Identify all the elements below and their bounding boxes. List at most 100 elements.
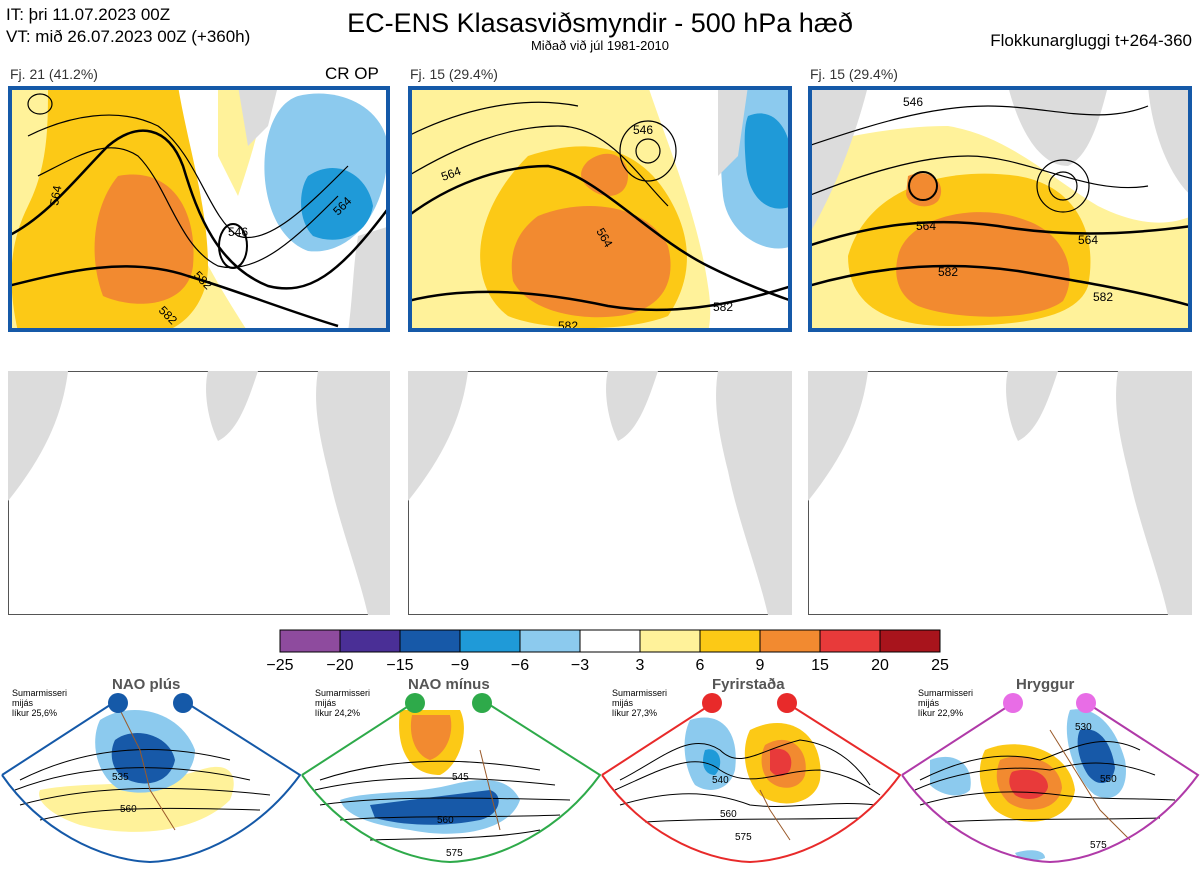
- panel-2-label: Fj. 15 (29.4%): [410, 66, 498, 82]
- regime-1-marker: [108, 693, 128, 713]
- regime-3-frame: [601, 704, 902, 864]
- regime-3-season: Sumarmisseri: [612, 688, 668, 698]
- regime-1-likelihood: líkur 25,6%: [12, 708, 58, 718]
- colorbar-segment: [699, 629, 761, 653]
- panel-1-contour-label: 564: [47, 184, 64, 206]
- page-title: EC-ENS Klasasviðsmyndir - 500 hPa hæð: [347, 8, 853, 38]
- regime-1-type: mijás: [12, 698, 34, 708]
- regime-3-contour-label: 560: [720, 809, 737, 820]
- greenland-land: [238, 86, 278, 146]
- colorbar-segment: [519, 629, 581, 653]
- colorbar-tick-label: 6: [696, 657, 705, 674]
- colorbar-segment: [879, 629, 941, 653]
- regime-map-ridge: 530 550 575: [901, 693, 1200, 864]
- selected-frame: [8, 86, 390, 332]
- regime-2-season: Sumarmisseri: [315, 688, 371, 698]
- regime-3-title: Fyrirstaða: [712, 676, 785, 693]
- panel-1-label: Fj. 21 (41.2%): [10, 66, 98, 82]
- panel-3-contour-label: 564: [916, 219, 936, 233]
- regime-3-info: Sumarmisseri mijás líkur 27,3%: [612, 688, 667, 718]
- panel-2-contour-label: 582: [713, 300, 733, 314]
- regime-2-marker: [472, 693, 492, 713]
- colorbar-tick-label: 25: [931, 657, 949, 674]
- regime-2-frame: [301, 704, 602, 864]
- regime-1-contour-label: 535: [112, 772, 129, 783]
- regime-4-season: Sumarmisseri: [918, 688, 974, 698]
- regime-4-marker: [1003, 693, 1023, 713]
- empty-map-1: [8, 371, 390, 615]
- empty-map-2: [408, 371, 792, 615]
- colorbar: −25 −20 −15 −9 −6 −3 3 6 9 15 20 25: [266, 629, 949, 674]
- colorbar-tick-label: 9: [756, 657, 765, 674]
- regime-4-contour-label: 575: [1090, 840, 1107, 851]
- regime-map-nao-plus: 535 560: [1, 693, 302, 864]
- greenland-land: [808, 86, 868, 236]
- regime-4-info: Sumarmisseri mijás líkur 22,9%: [918, 688, 973, 718]
- cluster-map-3: 546 564 564 582 582: [808, 86, 1192, 332]
- regime-map-nao-minus: 545 560 575: [301, 693, 602, 864]
- regime-1-info: Sumarmisseri mijás líkur 25,6%: [12, 688, 67, 718]
- header-info: IT: þri 11.07.2023 00Z VT: mið 26.07.202…: [6, 4, 250, 48]
- classification-window: Flokkunargluggi t+264-360: [990, 31, 1192, 50]
- panel-3-contour-label: 582: [1093, 290, 1113, 304]
- colorbar-segment: [279, 629, 341, 653]
- regime-4-marker: [1076, 693, 1096, 713]
- empty-map-3: [808, 371, 1192, 615]
- regime-1-title: NAO plús: [112, 676, 181, 693]
- regime-3-contour-label: 575: [735, 832, 752, 843]
- colorbar-segment: [579, 629, 641, 653]
- regime-3-marker: [702, 693, 722, 713]
- regime-2-marker: [405, 693, 425, 713]
- cluster-map-2: 546 564 564 582 582: [408, 86, 792, 332]
- europe-land: [1148, 86, 1192, 196]
- initial-time: IT: þri 11.07.2023 00Z: [6, 5, 171, 24]
- colorbar-tick-label: −20: [326, 657, 353, 674]
- regime-2-type: mijás: [315, 698, 337, 708]
- regime-3-likelihood: líkur 27,3%: [612, 708, 658, 718]
- regime-3-contour-label: 540: [712, 775, 729, 786]
- colorbar-segment: [339, 629, 401, 653]
- colorbar-tick-label: 3: [636, 657, 645, 674]
- regime-4-contour-label: 530: [1075, 722, 1092, 733]
- regime-1-frame: [1, 704, 302, 864]
- regime-1-marker: [173, 693, 193, 713]
- regime-4-likelihood: líkur 22,9%: [918, 708, 964, 718]
- colorbar-segment: [759, 629, 821, 653]
- regime-2-contour-label: 560: [437, 815, 454, 826]
- regime-4-title: Hryggur: [1016, 676, 1075, 693]
- colorbar-tick-label: 15: [811, 657, 829, 674]
- colorbar-tick-label: 20: [871, 657, 889, 674]
- iceland-land: [1008, 86, 1108, 166]
- regime-4-type: mijás: [918, 698, 940, 708]
- europe-land: [718, 86, 748, 176]
- panel-1-badge: CR OP: [325, 64, 379, 83]
- valid-time: VT: mið 26.07.2023 00Z (+360h): [6, 27, 251, 46]
- panel-3-contour-label: 582: [938, 265, 958, 279]
- regime-4-frame: [901, 704, 1200, 864]
- colorbar-segment: [819, 629, 881, 653]
- page-subtitle: Miðað við júl 1981-2010: [530, 38, 670, 53]
- regime-2-title: NAO mínus: [408, 676, 490, 693]
- panel-1-contour-label: 546: [228, 225, 248, 239]
- regime-2-likelihood: líkur 24,2%: [315, 708, 361, 718]
- regime-map-blocking: 540 560 575: [601, 693, 902, 864]
- selected-frame: [408, 86, 792, 332]
- cluster-map-1: 564 546 582 582 564: [8, 86, 390, 332]
- panel-3-contour-label: 564: [1078, 233, 1098, 247]
- colorbar-segment: [639, 629, 701, 653]
- panel-3-contour-label: 546: [903, 95, 923, 109]
- panel-2-contour-label: 546: [633, 123, 653, 137]
- colorbar-tick-label: −6: [511, 657, 529, 674]
- regime-2-contour-label: 545: [452, 772, 469, 783]
- regime-1-season: Sumarmisseri: [12, 688, 68, 698]
- regime-3-type: mijás: [612, 698, 634, 708]
- colorbar-tick-label: −15: [386, 657, 413, 674]
- regime-1-contour-label: 560: [120, 804, 137, 815]
- panel-3-label: Fj. 15 (29.4%): [810, 66, 898, 82]
- colorbar-segment: [459, 629, 521, 653]
- europe-land: [348, 226, 390, 332]
- regime-2-contour-label: 575: [446, 848, 463, 859]
- regime-2-info: Sumarmisseri mijás líkur 24,2%: [315, 688, 370, 718]
- colorbar-tick-label: −9: [451, 657, 469, 674]
- panel-2-contour-label: 564: [439, 164, 463, 184]
